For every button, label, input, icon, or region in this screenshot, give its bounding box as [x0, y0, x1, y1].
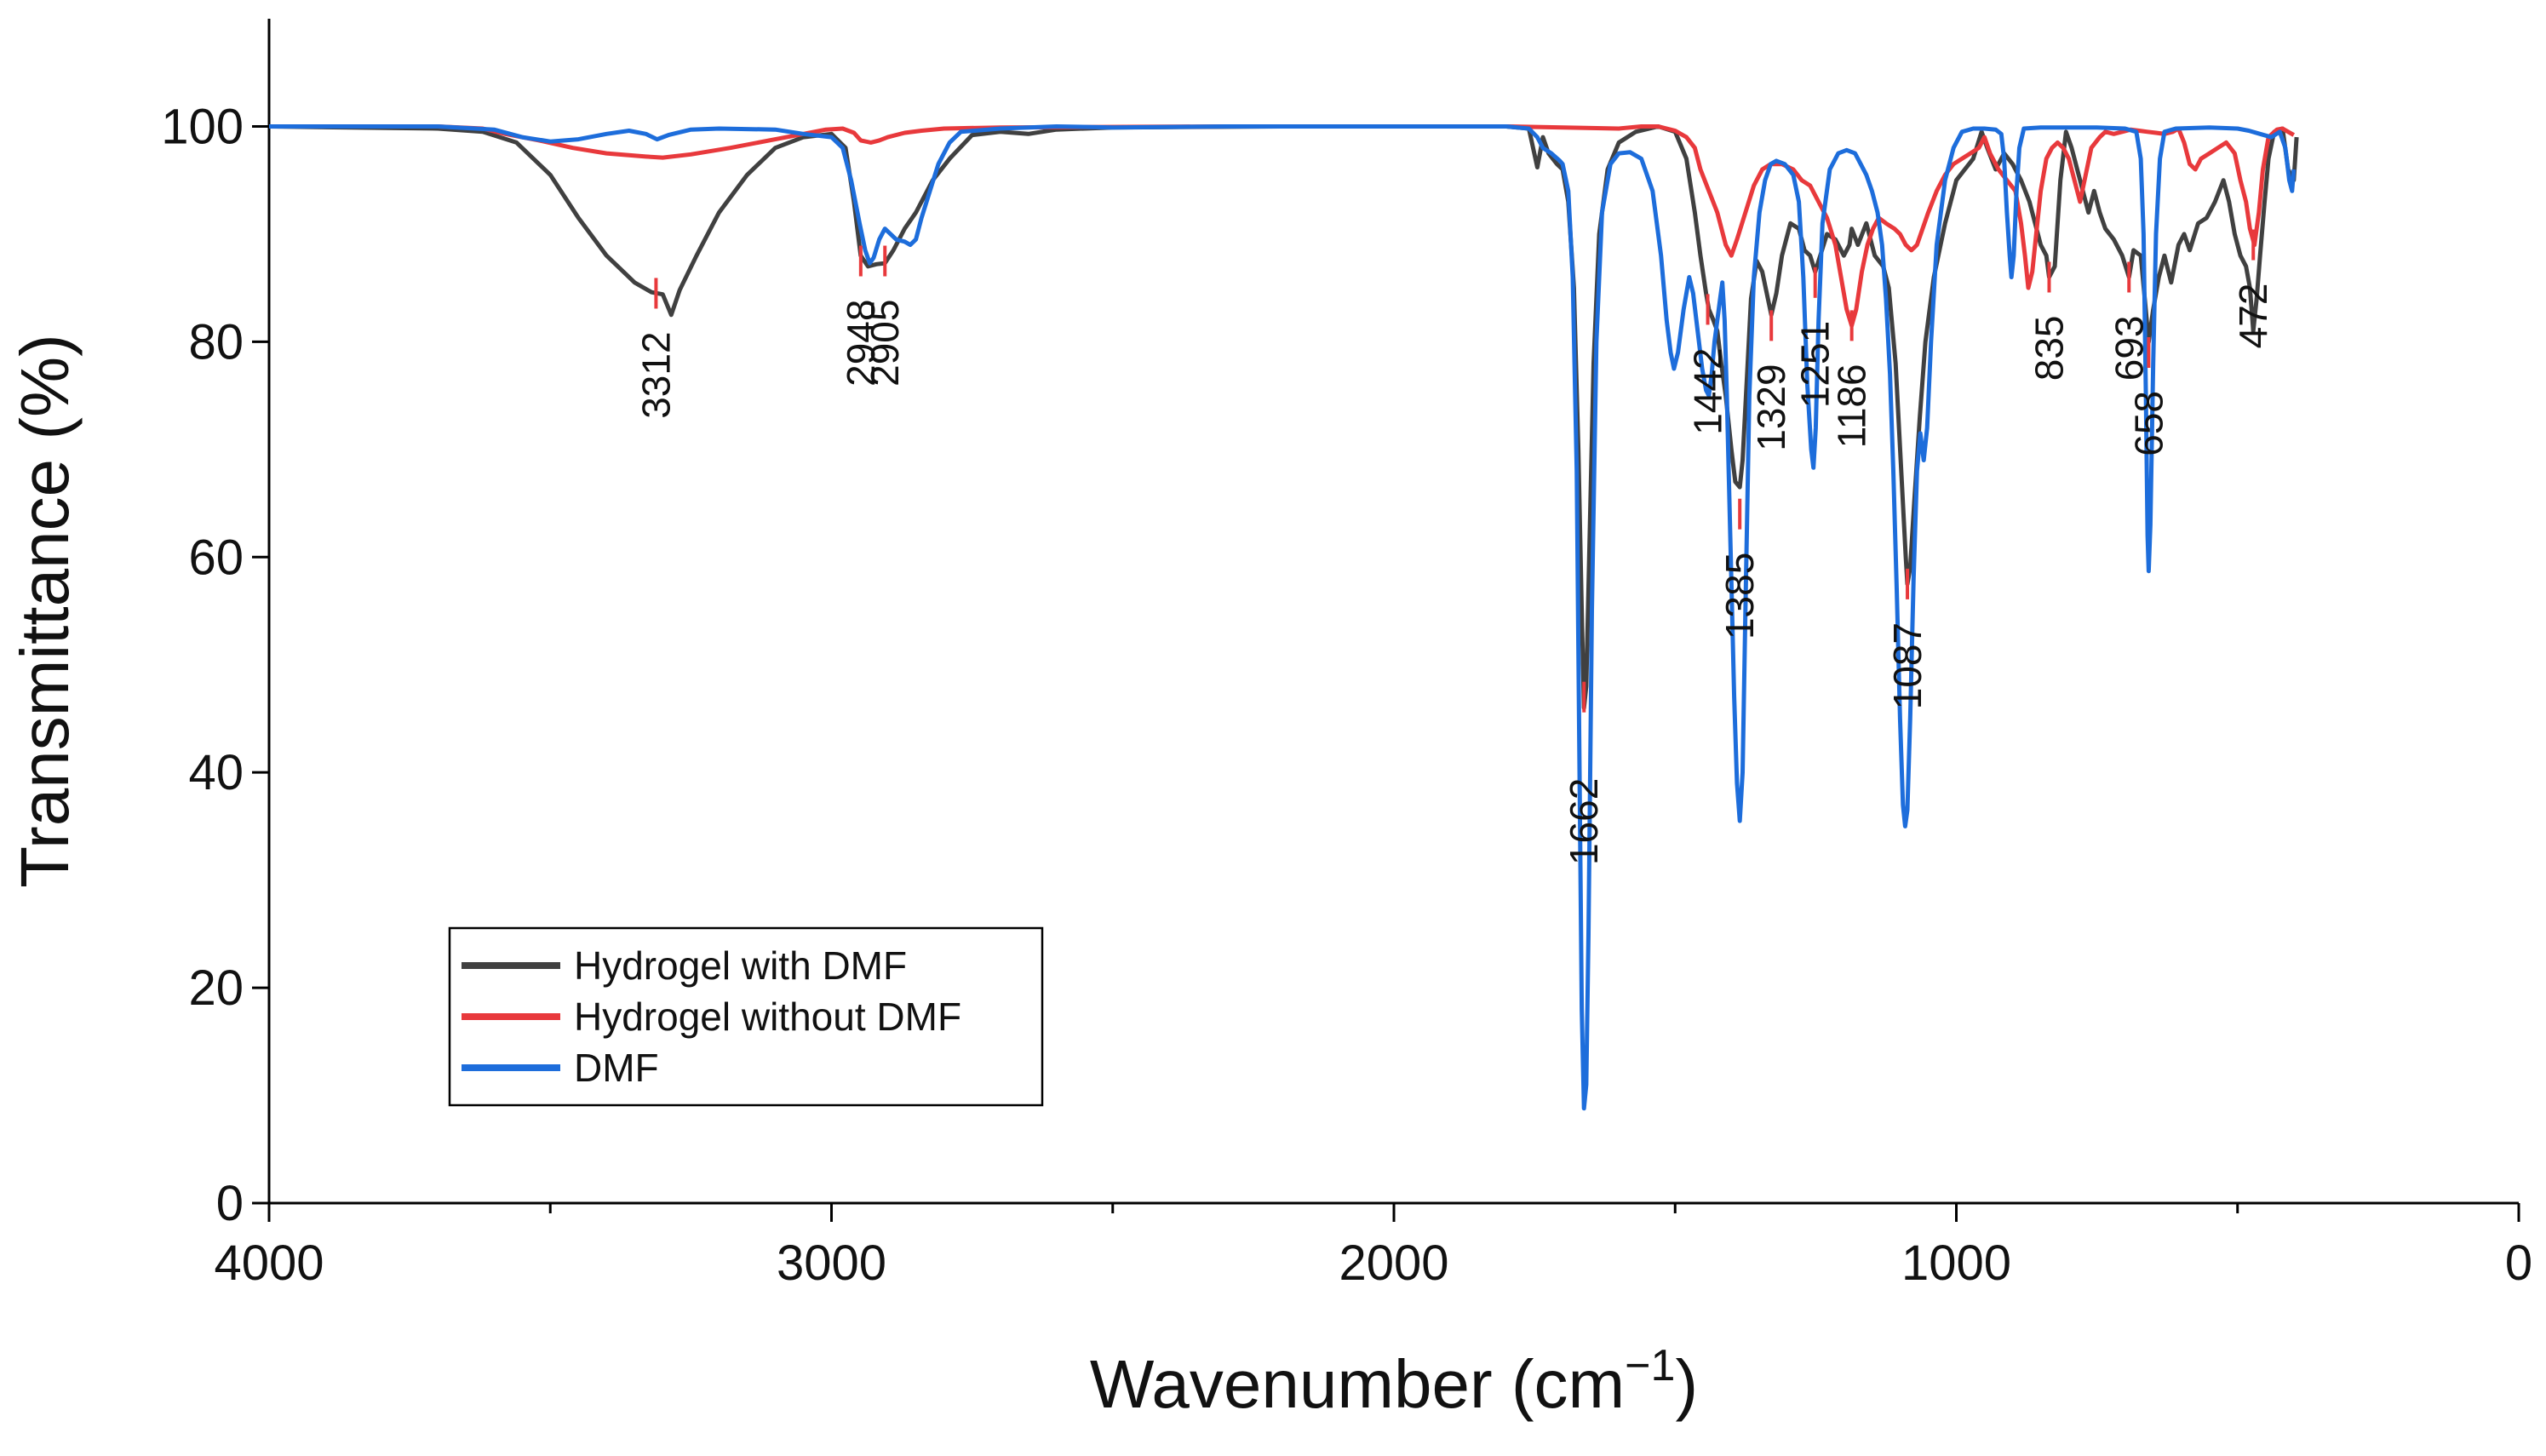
x-tick-label-2000: 2000 [1339, 1235, 1448, 1291]
axes: 0 20 40 60 80 100 4000 3000 2000 1000 0 [161, 19, 2532, 1291]
y-tick-label-100: 100 [161, 99, 244, 154]
peak-label-472: 472 [2231, 284, 2275, 349]
x-tick-label-3000: 3000 [777, 1235, 886, 1291]
series-line-1 [269, 124, 2296, 328]
legend-label-2: DMF [574, 1046, 659, 1090]
peak-label-1385: 1385 [1717, 553, 1762, 639]
legend-label-0: Hydrogel with DMF [574, 943, 907, 988]
x-axis-title-superscript: −1 [1625, 1341, 1675, 1390]
y-tick-label-60: 60 [188, 530, 244, 585]
peak-label-1329: 1329 [1749, 364, 1793, 450]
x-tick-label-0: 0 [2505, 1235, 2532, 1291]
y-tick-label-40: 40 [188, 745, 244, 800]
x-axis-title-suffix: ) [1675, 1346, 1698, 1422]
x-tick-label-4000: 4000 [214, 1235, 324, 1291]
y-tick-label-20: 20 [188, 960, 244, 1016]
peak-label-3312: 3312 [634, 331, 678, 418]
peak-label-2905: 2905 [863, 300, 907, 387]
y-tick-label-0: 0 [216, 1176, 244, 1231]
peak-label-1186: 1186 [1830, 364, 1874, 448]
peak-label-1251: 1251 [1793, 321, 1838, 408]
peak-label-1662: 1662 [1562, 778, 1606, 865]
peak-label-835: 835 [2027, 315, 2071, 381]
y-tick-label-80: 80 [188, 314, 244, 370]
legend-label-1: Hydrogel without DMF [574, 995, 961, 1039]
series-layer [268, 124, 2299, 1111]
legend: Hydrogel with DMF Hydrogel without DMF DMF [448, 926, 1044, 1107]
peak-label-1087: 1087 [1885, 622, 1930, 709]
peak-label-1442: 1442 [1686, 347, 1730, 434]
y-axis-title: Transmittance (%) [7, 334, 83, 888]
peak-label-693: 693 [2107, 315, 2151, 381]
x-axis-title-main: Wavenumber (cm [1090, 1346, 1625, 1422]
peak-label-2948: 2948 [839, 300, 883, 387]
peak-label-658: 658 [2126, 391, 2170, 456]
x-axis-title: Wavenumber (cm−1) [1090, 1341, 1698, 1422]
series-line-2 [269, 124, 2297, 1111]
series-line-0 [268, 124, 2299, 710]
x-tick-label-1000: 1000 [1901, 1235, 2011, 1291]
